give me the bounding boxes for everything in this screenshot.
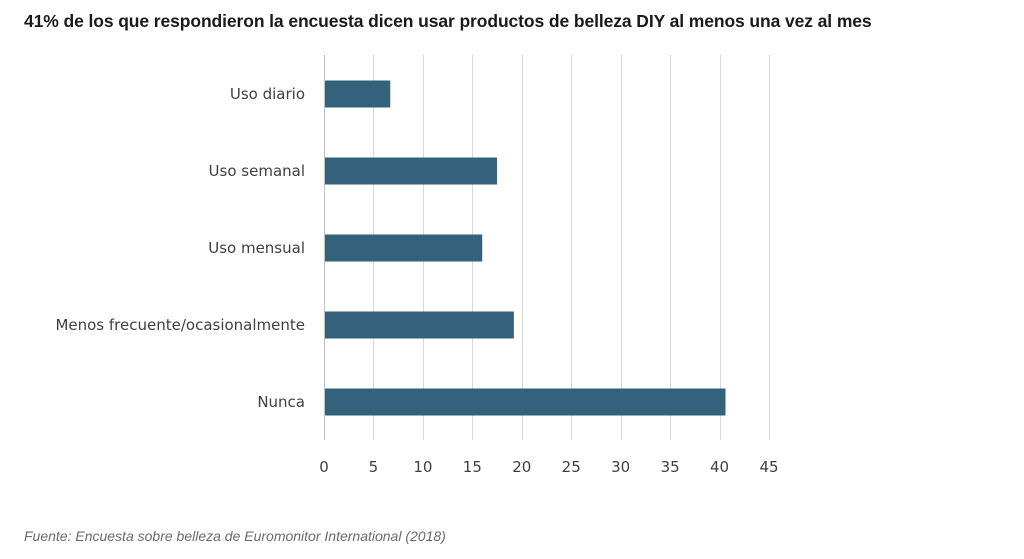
- source-note: Fuente: Encuesta sobre belleza de Euromo…: [24, 528, 446, 544]
- x-tick-label: 25: [562, 458, 581, 476]
- x-tick-labels: 0 5 10 15 20 25 30 35 40 45: [319, 458, 778, 476]
- x-tick-label: 5: [369, 458, 379, 476]
- bar: [325, 388, 726, 416]
- category-label: Uso diario: [230, 85, 305, 103]
- category-label: Nunca: [257, 393, 305, 411]
- category-label: Uso semanal: [209, 162, 305, 180]
- chart-title: 41% de los que respondieron la encuesta …: [24, 11, 872, 31]
- x-tick-label: 20: [512, 458, 531, 476]
- x-tick-label: 10: [413, 458, 432, 476]
- bars: [325, 80, 726, 416]
- x-tick-label: 15: [463, 458, 482, 476]
- x-tick-label: 40: [710, 458, 729, 476]
- category-label: Uso mensual: [208, 239, 305, 257]
- x-tick-label: 35: [661, 458, 680, 476]
- x-tick-label: 45: [759, 458, 778, 476]
- bar: [325, 157, 498, 185]
- x-tick-label: 0: [319, 458, 329, 476]
- category-label: Menos frecuente/ocasionalmente: [55, 316, 305, 334]
- bar: [325, 80, 391, 108]
- category-labels: Uso diario Uso semanal Uso mensual Menos fr…: [55, 85, 305, 411]
- bar: [325, 311, 514, 339]
- bar: [325, 234, 483, 262]
- x-tick-label: 30: [611, 458, 630, 476]
